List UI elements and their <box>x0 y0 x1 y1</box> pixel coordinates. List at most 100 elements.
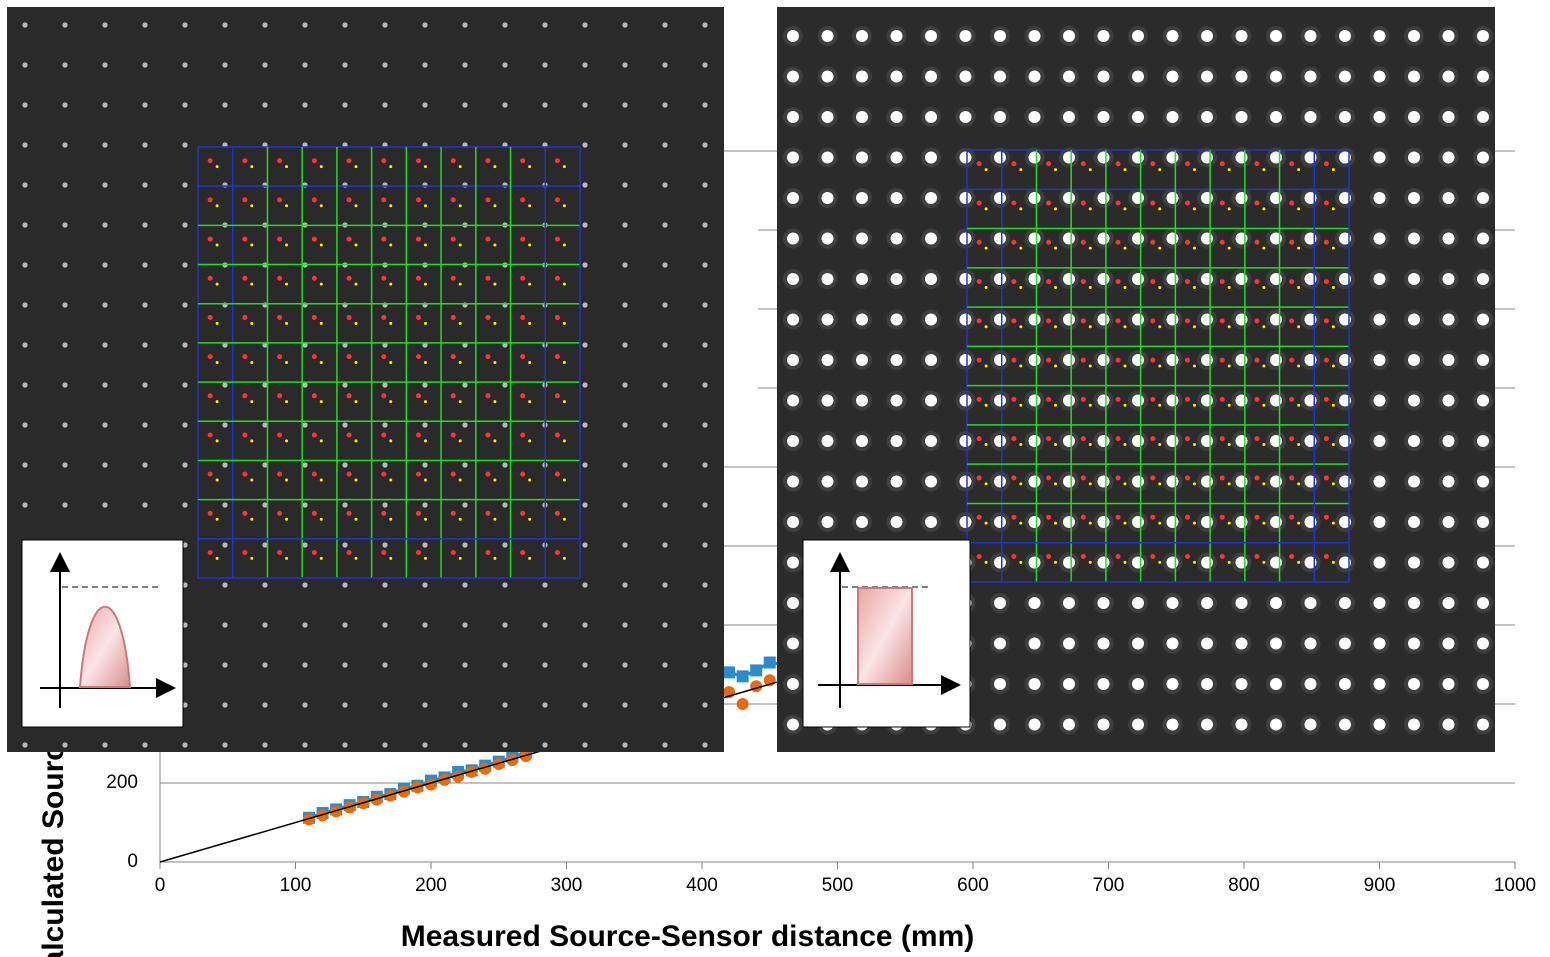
centroid-ref <box>1158 364 1162 368</box>
centroid-ref <box>528 400 532 404</box>
centroid-ref <box>354 439 358 443</box>
centroid <box>311 354 317 360</box>
centroid-ref <box>1331 285 1335 289</box>
centroid <box>1323 357 1329 363</box>
centroid-ref <box>1088 285 1092 289</box>
centroid-ref <box>285 517 289 521</box>
centroid <box>311 550 317 556</box>
centroid-ref <box>215 361 219 364</box>
centroid-ref <box>423 321 427 325</box>
centroid <box>520 197 526 203</box>
centroid-ref <box>285 321 289 325</box>
centroid-ref <box>1123 168 1127 172</box>
centroid-ref <box>354 517 358 521</box>
centroid-ref <box>458 204 462 208</box>
centroid-ref <box>354 204 358 208</box>
centroid-ref <box>458 517 462 521</box>
centroid <box>1254 357 1260 363</box>
centroid <box>242 158 248 164</box>
centroid-ref <box>1297 207 1301 211</box>
centroid-ref <box>389 556 393 560</box>
centroid <box>976 475 982 481</box>
centroid-ref <box>1158 207 1162 211</box>
centroid-ref <box>389 243 393 247</box>
centroid-ref <box>1192 285 1196 289</box>
centroid-ref <box>250 517 254 521</box>
centroid <box>242 197 248 203</box>
centroid-ref <box>285 204 289 208</box>
point <box>519 750 532 763</box>
centroid <box>976 514 982 520</box>
centroid-ref <box>215 517 219 521</box>
centroid-ref <box>458 282 462 286</box>
centroid-ref <box>354 243 358 247</box>
centroid-ref <box>319 439 323 443</box>
centroid <box>1254 553 1260 559</box>
point <box>736 670 749 683</box>
centroid <box>381 510 387 516</box>
centroid-ref <box>285 400 289 404</box>
centroid-ref <box>389 478 393 482</box>
centroid <box>277 197 283 203</box>
centroid-ref <box>1331 521 1335 525</box>
centroid-ref <box>1088 246 1092 250</box>
centroid-ref <box>1158 168 1162 172</box>
centroid-ref <box>1297 285 1301 289</box>
centroid <box>311 314 317 320</box>
centroid <box>1080 553 1086 559</box>
centroid-ref <box>250 361 254 364</box>
y-tick-label: 200 <box>106 772 138 793</box>
point <box>384 789 397 802</box>
centroid <box>976 396 982 402</box>
centroid-ref <box>562 517 566 521</box>
centroid <box>311 471 317 477</box>
centroid-ref <box>354 282 358 286</box>
centroid <box>485 550 491 556</box>
centroid <box>1011 514 1017 520</box>
centroid-ref <box>1331 325 1335 329</box>
centroid <box>416 550 422 556</box>
centroid-ref <box>215 165 219 169</box>
centroid-ref <box>1262 443 1266 447</box>
centroid-ref <box>1262 285 1266 289</box>
centroid-ref <box>215 439 219 443</box>
centroid-ref <box>1054 207 1058 211</box>
centroid <box>1011 396 1017 402</box>
centroid <box>207 432 213 438</box>
centroid <box>277 236 283 242</box>
centroid <box>485 236 491 242</box>
centroid-ref <box>1088 482 1092 486</box>
centroid <box>554 197 560 203</box>
centroid-ref <box>1297 325 1301 329</box>
point <box>370 793 383 806</box>
centroid-ref <box>528 243 532 247</box>
centroid-ref <box>1297 560 1301 564</box>
centroid <box>1150 357 1156 363</box>
point <box>397 785 410 798</box>
centroid-ref <box>1019 364 1023 368</box>
centroid-ref <box>1054 521 1058 525</box>
centroid-ref <box>1019 482 1023 486</box>
centroid <box>1011 553 1017 559</box>
x-tick-label: 300 <box>551 875 583 896</box>
centroid <box>1254 318 1260 324</box>
centroid <box>277 354 283 360</box>
centroid-ref <box>458 165 462 169</box>
centroid <box>450 197 456 203</box>
centroid-ref <box>250 243 254 247</box>
point <box>736 698 749 710</box>
centroid-ref <box>285 282 289 286</box>
point <box>465 765 478 778</box>
x-tick-label: 800 <box>1228 875 1260 896</box>
centroid <box>1046 514 1052 520</box>
centroid <box>1185 475 1191 481</box>
x-tick-label: 700 <box>1093 875 1125 896</box>
centroid <box>554 314 560 320</box>
centroid-ref <box>250 165 254 169</box>
centroid-ref <box>984 482 988 486</box>
centroid-ref <box>1158 521 1162 525</box>
centroid-ref <box>215 321 219 325</box>
centroid-ref <box>1227 285 1231 289</box>
centroid <box>1254 279 1260 285</box>
centroid-ref <box>493 204 497 208</box>
